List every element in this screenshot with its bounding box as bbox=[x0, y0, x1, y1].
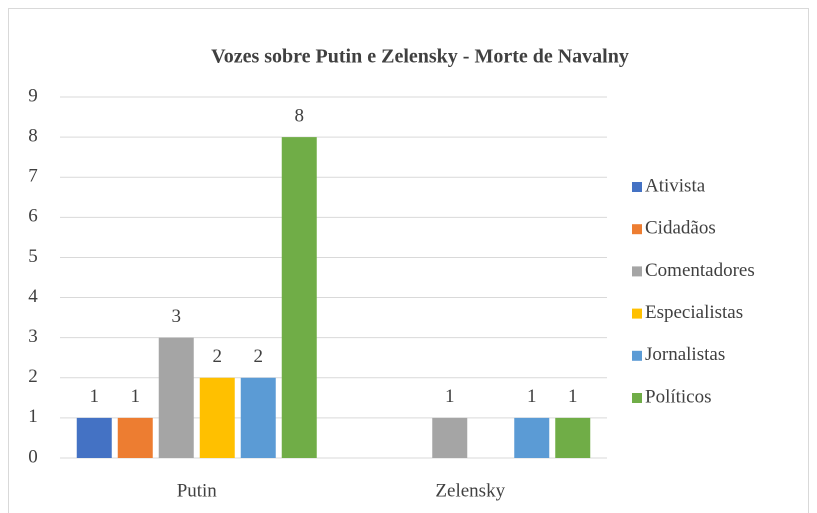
bar bbox=[514, 417, 550, 458]
bar bbox=[240, 377, 276, 458]
y-tick-label: 1 bbox=[28, 406, 38, 427]
chart-title: Vozes sobre Putin e Zelensky - Morte de … bbox=[211, 46, 629, 68]
y-tick-label: 3 bbox=[28, 326, 38, 347]
bar bbox=[199, 377, 235, 458]
data-label: 1 bbox=[568, 386, 578, 407]
y-tick-label: 4 bbox=[28, 286, 38, 307]
y-tick-label: 2 bbox=[28, 366, 38, 387]
data-label: 3 bbox=[172, 306, 182, 327]
legend-label: Jornalistas bbox=[645, 344, 725, 365]
y-tick-label: 8 bbox=[28, 125, 38, 146]
x-tick-label: Putin bbox=[177, 480, 218, 501]
bar bbox=[432, 417, 468, 458]
legend-swatch bbox=[632, 308, 642, 319]
data-label: 2 bbox=[213, 346, 223, 367]
legend-swatch bbox=[632, 350, 642, 361]
legend-label: Cidadãos bbox=[645, 218, 716, 239]
data-label: 1 bbox=[527, 386, 537, 407]
y-tick-label: 0 bbox=[28, 446, 38, 467]
x-tick-label: Zelensky bbox=[435, 480, 505, 501]
legend-swatch bbox=[632, 182, 642, 192]
data-label: 2 bbox=[254, 346, 264, 367]
legend-swatch bbox=[632, 224, 642, 235]
y-tick-label: 7 bbox=[28, 166, 38, 187]
data-label: 1 bbox=[131, 386, 141, 407]
legend-label: Políticos bbox=[645, 386, 712, 407]
bar bbox=[117, 417, 153, 458]
legend-swatch bbox=[632, 393, 642, 403]
legend-label: Comentadores bbox=[645, 260, 755, 281]
y-tick-label: 6 bbox=[28, 206, 38, 227]
y-tick-label: 5 bbox=[28, 246, 38, 267]
legend-label: Ativista bbox=[645, 175, 706, 196]
data-label: 8 bbox=[295, 105, 305, 126]
bar bbox=[158, 337, 194, 458]
bar bbox=[555, 417, 591, 458]
legend-swatch bbox=[632, 266, 642, 277]
bar bbox=[281, 137, 317, 458]
data-label: 1 bbox=[445, 386, 455, 407]
data-label: 1 bbox=[90, 386, 100, 407]
y-tick-label: 9 bbox=[28, 85, 38, 106]
bar bbox=[76, 417, 112, 458]
legend-label: Especialistas bbox=[645, 302, 743, 323]
